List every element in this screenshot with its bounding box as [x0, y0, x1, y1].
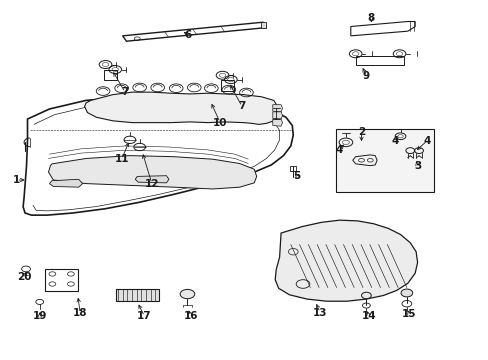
- Text: 6: 6: [184, 30, 192, 40]
- Bar: [104, 69, 117, 80]
- Polygon shape: [84, 92, 277, 125]
- Text: 4: 4: [391, 136, 399, 145]
- Ellipse shape: [180, 289, 194, 299]
- Polygon shape: [23, 97, 293, 215]
- Text: 4: 4: [423, 136, 430, 145]
- Text: 11: 11: [114, 154, 129, 164]
- Text: 7: 7: [238, 102, 245, 112]
- Text: 4: 4: [335, 144, 343, 154]
- Bar: [44, 269, 78, 291]
- Text: 20: 20: [17, 272, 31, 282]
- Polygon shape: [350, 22, 414, 36]
- Polygon shape: [135, 176, 168, 183]
- Text: 15: 15: [401, 310, 416, 319]
- Polygon shape: [48, 156, 256, 189]
- Text: 9: 9: [362, 71, 369, 81]
- Text: 1: 1: [13, 175, 20, 185]
- Polygon shape: [272, 112, 282, 119]
- Polygon shape: [49, 179, 82, 187]
- Polygon shape: [261, 22, 266, 28]
- Bar: [290, 166, 296, 171]
- Text: 14: 14: [361, 311, 375, 321]
- Text: 13: 13: [312, 308, 326, 318]
- Polygon shape: [122, 22, 266, 41]
- Bar: [116, 289, 159, 301]
- Text: 5: 5: [293, 171, 300, 181]
- Ellipse shape: [400, 289, 412, 297]
- Text: 10: 10: [212, 118, 227, 128]
- Bar: [221, 80, 233, 91]
- Polygon shape: [272, 119, 282, 126]
- Bar: [355, 56, 404, 65]
- Text: 17: 17: [137, 311, 152, 321]
- Bar: [335, 129, 433, 192]
- Text: 7: 7: [121, 87, 128, 97]
- Text: 19: 19: [32, 311, 47, 321]
- Polygon shape: [275, 220, 417, 301]
- Polygon shape: [272, 105, 282, 112]
- Text: 18: 18: [73, 309, 87, 318]
- Text: 12: 12: [144, 179, 159, 189]
- Text: 2: 2: [357, 127, 365, 136]
- Text: 3: 3: [413, 161, 420, 171]
- Text: 8: 8: [367, 13, 374, 23]
- Ellipse shape: [361, 292, 370, 299]
- Text: 16: 16: [183, 311, 198, 321]
